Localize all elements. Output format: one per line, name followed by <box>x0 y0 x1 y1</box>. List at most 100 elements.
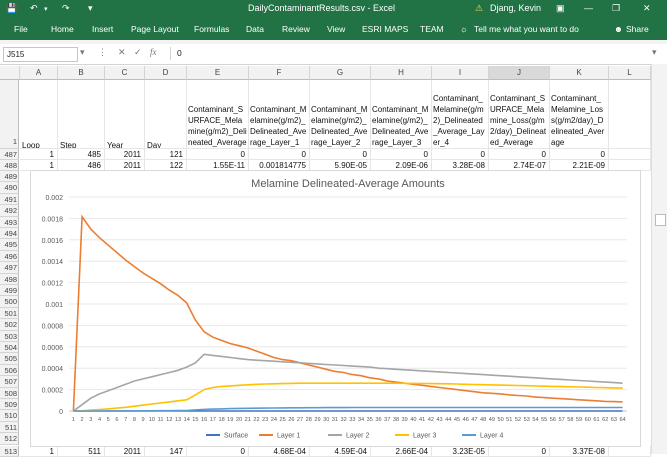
row-header[interactable]: 491 <box>0 193 19 206</box>
share-icon[interactable]: ☻ <box>614 24 623 34</box>
header-cell[interactable]: Contaminant_SURFACE_Melamine(g/m2)_Delin… <box>187 80 249 149</box>
row-header[interactable]: 487 <box>0 149 19 160</box>
chart[interactable]: Melamine Delineated-Average Amounts 0 0.00… <box>30 170 641 447</box>
x-tick-label: 2 <box>81 417 84 423</box>
column-header-j[interactable]: J <box>489 66 550 80</box>
formula-input[interactable]: 0 <box>170 47 652 60</box>
row-header[interactable]: 490 <box>0 182 19 194</box>
tab-team[interactable]: TEAM <box>420 24 444 34</box>
row-header[interactable]: 506 <box>0 364 19 377</box>
row-header[interactable]: 512 <box>0 433 19 445</box>
row-header[interactable]: 495 <box>0 239 19 251</box>
table-cell[interactable]: 2011 <box>105 149 145 160</box>
row-header[interactable]: 508 <box>0 387 19 399</box>
header-cell[interactable]: Contaminant_SURFACE_Melamine_Loss(g/m2/d… <box>489 80 550 149</box>
share-button[interactable]: Share <box>626 24 649 34</box>
row-header[interactable]: 498 <box>0 273 19 285</box>
table-cell[interactable]: 121 <box>145 149 187 160</box>
table-cell[interactable]: 0 <box>432 149 489 160</box>
column-header-e[interactable]: E <box>187 66 249 80</box>
close-icon[interactable]: ✕ <box>643 3 651 13</box>
customize-quick-access-icon[interactable]: ▾ <box>88 3 93 13</box>
tab-review[interactable]: Review <box>282 24 310 34</box>
row-header[interactable]: 488 <box>0 160 19 171</box>
row-header[interactable]: 502 <box>0 319 19 331</box>
warning-icon[interactable]: ⚠ <box>475 3 484 13</box>
row-header[interactable]: 496 <box>0 250 19 263</box>
name-box-dropdown-icon[interactable]: ▾ <box>80 47 85 57</box>
table-cell[interactable]: 1 <box>20 149 58 160</box>
table-cell[interactable]: 485 <box>58 149 105 160</box>
row-header[interactable]: 504 <box>0 342 19 354</box>
name-box[interactable]: J515 <box>3 47 78 62</box>
tab-formulas[interactable]: Formulas <box>194 24 230 34</box>
row-header[interactable]: 497 <box>0 262 19 274</box>
row-header[interactable]: 493 <box>0 216 19 228</box>
table-cell[interactable]: 0 <box>249 149 310 160</box>
vertical-scrollbar[interactable] <box>651 64 667 454</box>
row-header[interactable]: 492 <box>0 205 19 217</box>
grid-cell[interactable] <box>609 149 651 160</box>
row-header[interactable]: 510 <box>0 410 19 422</box>
row-header[interactable]: 489 <box>0 171 19 183</box>
grid-cell[interactable] <box>609 80 651 149</box>
select-all-corner[interactable] <box>0 66 20 80</box>
header-cell[interactable]: Contaminant_Melamine(g/m2)_Delineated_Av… <box>432 80 489 149</box>
table-cell[interactable]: 0 <box>371 149 432 160</box>
cancel-icon[interactable]: ✕ <box>118 47 126 57</box>
insert-function-icon[interactable]: fx <box>150 47 157 57</box>
tab-page-layout[interactable]: Page Layout <box>131 24 179 34</box>
column-header-f[interactable]: F <box>249 66 310 80</box>
tab-view[interactable]: View <box>327 24 346 34</box>
row-header[interactable]: 511 <box>0 421 19 434</box>
header-cell[interactable]: Contaminant_Melamine(g/m2)_Delineated_Av… <box>249 80 310 149</box>
column-header-g[interactable]: G <box>310 66 371 80</box>
column-header-a[interactable]: A <box>20 66 58 80</box>
undo-icon[interactable]: ↶ <box>30 3 38 13</box>
tab-insert[interactable]: Insert <box>92 24 114 34</box>
row-header[interactable]: 513 <box>0 446 19 457</box>
minimize-icon[interactable]: — <box>584 3 593 13</box>
expand-formula-bar-icon[interactable]: ▾ <box>652 47 657 57</box>
redo-icon[interactable]: ↷ <box>62 3 70 13</box>
ribbon-display-options-icon[interactable]: ▣ <box>556 3 565 13</box>
table-cell[interactable]: 0 <box>550 149 609 160</box>
tab-data[interactable]: Data <box>246 24 264 34</box>
column-header-h[interactable]: H <box>371 66 432 80</box>
table-cell[interactable]: 0 <box>310 149 371 160</box>
row-header[interactable]: 499 <box>0 285 19 297</box>
table-cell[interactable]: 0 <box>187 149 249 160</box>
header-cell[interactable]: Loop <box>20 80 58 149</box>
tab-file[interactable]: File <box>14 24 28 34</box>
row-header[interactable]: 503 <box>0 330 19 342</box>
header-cell[interactable]: Year <box>105 80 145 149</box>
row-header[interactable]: 505 <box>0 353 19 365</box>
column-header-b[interactable]: B <box>58 66 105 80</box>
table-cell[interactable]: 0 <box>489 149 550 160</box>
restore-icon[interactable]: ❐ <box>612 3 621 13</box>
column-header-k[interactable]: K <box>550 66 609 80</box>
row-header[interactable]: 507 <box>0 376 19 388</box>
row-header[interactable]: 500 <box>0 296 19 308</box>
row-header[interactable]: 501 <box>0 307 19 320</box>
column-header-l[interactable]: L <box>609 66 651 80</box>
row-header[interactable]: 509 <box>0 399 19 411</box>
header-cell[interactable]: Day <box>145 80 187 149</box>
user-name[interactable]: Djang, Kevin <box>490 3 542 13</box>
enter-icon[interactable]: ✓ <box>134 47 142 57</box>
tab-esri-maps[interactable]: ESRI MAPS <box>362 24 409 34</box>
column-header-c[interactable]: C <box>105 66 145 80</box>
header-cell[interactable]: Step <box>58 80 105 149</box>
column-header-i[interactable]: I <box>432 66 489 80</box>
tell-me-box[interactable]: Tell me what you want to do <box>474 24 579 34</box>
undo-dropdown-icon[interactable]: ▾ <box>44 6 48 13</box>
header-cell[interactable]: Contaminant_Melamine_Loss(g/m2/day)_Deli… <box>550 80 609 149</box>
save-icon[interactable]: 💾 <box>6 3 18 13</box>
column-header-d[interactable]: D <box>145 66 187 80</box>
scrollbar-thumb[interactable] <box>655 214 666 226</box>
header-cell[interactable]: Contaminant_Melamine(g/m2)_Delineated_Av… <box>310 80 371 149</box>
tab-home[interactable]: Home <box>51 24 74 34</box>
row-header[interactable]: 1 <box>0 80 19 149</box>
header-cell[interactable]: Contaminant_Melamine(g/m2)_Delineated_Av… <box>371 80 432 149</box>
row-header[interactable]: 494 <box>0 228 19 240</box>
